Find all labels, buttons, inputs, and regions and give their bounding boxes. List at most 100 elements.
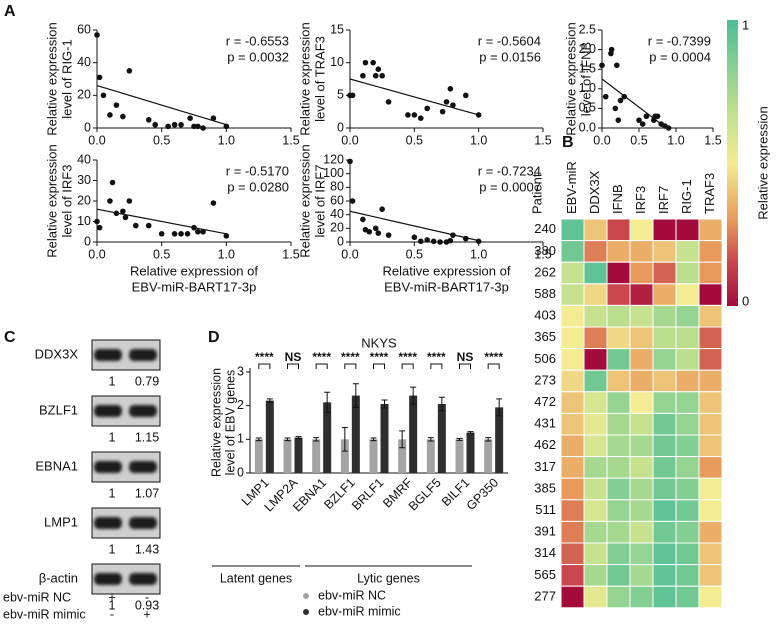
- band-ratio: 0.93: [135, 598, 159, 612]
- point: [195, 123, 201, 130]
- y-tick-label: 120: [323, 152, 344, 166]
- row-label: 511: [535, 502, 556, 517]
- heat-cell: [675, 499, 700, 522]
- heat-cell: [583, 391, 608, 414]
- heat-cell: [560, 304, 585, 328]
- significance-label: ****: [427, 350, 446, 364]
- y-tick-label: 15: [330, 22, 344, 36]
- heat-cell: [606, 564, 631, 587]
- heat-cell: [583, 326, 608, 350]
- significance-label: NS: [285, 350, 302, 364]
- x-tick-label: 1.5: [534, 247, 551, 261]
- heat-cell: [560, 434, 585, 458]
- colorbar-label: Relative expression: [755, 106, 770, 219]
- row-label: 365: [534, 329, 556, 344]
- point: [636, 117, 642, 123]
- point: [126, 68, 133, 74]
- point: [614, 62, 620, 69]
- point: [349, 92, 356, 99]
- heat-cell: [583, 369, 608, 393]
- point: [430, 238, 437, 245]
- significance-bracket: [401, 363, 414, 369]
- band-ratio: 0.79: [135, 374, 159, 388]
- y-tick-label: 10: [77, 214, 91, 228]
- heat-cell: [675, 261, 700, 285]
- row-label: 462: [534, 437, 556, 452]
- point: [200, 125, 206, 131]
- error-bar: [427, 437, 434, 442]
- heat-cell: [698, 391, 723, 414]
- x-axis-label: EBV-miR-BART17-3p: [384, 279, 509, 294]
- condition-label: ebv-miR NC: [3, 590, 71, 604]
- significance-label: ****: [398, 350, 417, 364]
- colorbar: [727, 20, 738, 306]
- significance-label: ****: [312, 350, 331, 364]
- heat-cell: [560, 326, 585, 350]
- y-tick-label: 40: [330, 207, 344, 221]
- heat-cell: [606, 283, 631, 306]
- x-tick-label: 0.5: [153, 133, 170, 147]
- y-axis-label: Relative expression: [563, 22, 578, 135]
- heat-cell: [652, 391, 677, 414]
- row-label: 240: [534, 221, 556, 236]
- condition-sign: +: [108, 590, 115, 604]
- y-tick-label: 0: [237, 465, 244, 479]
- y-tick-label: 40: [77, 55, 91, 69]
- row-label: 431: [534, 416, 556, 431]
- point: [223, 233, 230, 239]
- error-bar: [266, 398, 273, 403]
- heat-cell: [698, 348, 723, 371]
- annotation: r = -0.7399: [648, 33, 711, 48]
- error-bar: [352, 383, 359, 408]
- column-label: EBV-miR: [564, 161, 579, 214]
- band-ratio: 1: [109, 486, 116, 500]
- point: [608, 46, 615, 53]
- error-bar: [295, 436, 302, 440]
- group-label: Latent genes: [220, 571, 292, 585]
- y-axis-label: Relative expression: [44, 144, 59, 257]
- x-tick-label: BGLF5: [406, 476, 444, 514]
- point: [375, 66, 382, 72]
- heat-cell: [675, 585, 700, 609]
- row-title: Patient: [529, 173, 544, 214]
- error-bar: [341, 427, 348, 452]
- y-tick-label: 2: [237, 398, 244, 412]
- y-tick-label: 0: [84, 120, 91, 134]
- heat-cell: [583, 283, 608, 306]
- y-axis-label: level of TRAF3: [312, 36, 327, 122]
- point: [133, 222, 139, 229]
- point: [187, 115, 193, 121]
- x-tick-label: 0.5: [406, 133, 423, 147]
- y-axis-label: level of IRF3: [59, 165, 74, 238]
- point: [94, 32, 100, 38]
- error-bar: [370, 437, 377, 442]
- point: [654, 113, 661, 120]
- x-tick-label: 1.0: [218, 247, 235, 261]
- point: [178, 231, 184, 237]
- heat-cell: [629, 283, 654, 306]
- bar: [484, 439, 493, 473]
- y-tick-label: 2.0: [579, 42, 596, 56]
- column-label: IFNB: [610, 184, 625, 214]
- point: [347, 158, 353, 165]
- heat-cell: [698, 456, 723, 479]
- fit-line: [601, 78, 667, 129]
- point: [120, 113, 126, 120]
- heat-cell: [629, 369, 654, 393]
- heat-cell: [675, 434, 700, 458]
- heat-cell: [629, 348, 654, 371]
- bar: [369, 439, 378, 473]
- point: [439, 108, 446, 115]
- heat-cell: [629, 261, 654, 285]
- point: [372, 225, 379, 232]
- row-label: 403: [534, 308, 556, 323]
- heat-cell: [606, 520, 631, 544]
- heat-cell: [606, 391, 631, 414]
- annotation: p = 0.0004: [649, 49, 711, 64]
- blot-band: [94, 461, 122, 473]
- blot-band: [129, 405, 157, 417]
- heat-cell: [583, 585, 608, 609]
- blot-band: [129, 461, 157, 473]
- heat-cell: [698, 369, 723, 393]
- y-tick-label: 60: [330, 193, 344, 207]
